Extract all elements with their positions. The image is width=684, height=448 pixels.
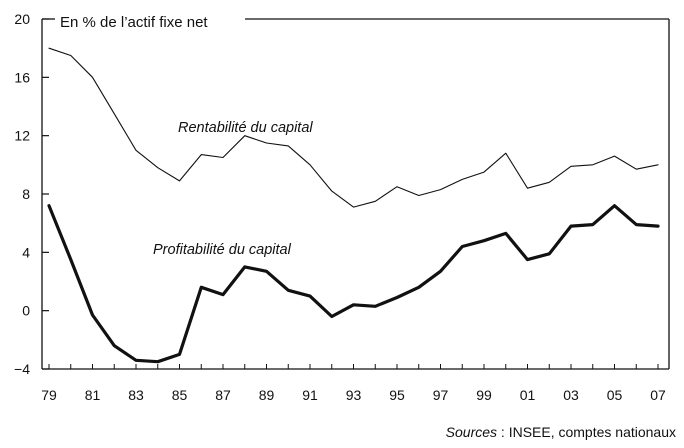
x-tick-label: 83: [128, 387, 144, 403]
y-tick-label: 16: [14, 69, 30, 85]
x-tick-label: 95: [389, 387, 405, 403]
series-line-profitabilite: [47, 204, 660, 364]
x-tick-label: 89: [259, 387, 275, 403]
x-tick-label: 01: [520, 387, 536, 403]
source-note: Sources : INSEE, comptes nationaux: [446, 424, 676, 440]
x-tick-label: 85: [172, 387, 188, 403]
x-tick-label: 99: [476, 387, 492, 403]
y-tick-label: 0: [22, 303, 30, 319]
y-tick-label: −4: [14, 361, 30, 377]
x-tick-label: 79: [41, 387, 57, 403]
y-tick-label: 4: [22, 244, 30, 260]
x-tick-label: 05: [607, 387, 623, 403]
source-text: INSEE, comptes nationaux: [508, 424, 676, 440]
y-tick-label: 12: [14, 128, 30, 144]
y-tick-label: 8: [22, 186, 30, 202]
source-separator: :: [497, 424, 509, 440]
series-label-profitabilite: Profitabilité du capital: [153, 242, 292, 258]
x-tick-label: 97: [433, 387, 449, 403]
x-tick-label: 87: [215, 387, 231, 403]
series-line-rentabilite: [48, 47, 659, 208]
x-tick-label: 03: [563, 387, 579, 403]
x-tick-label: 07: [650, 387, 666, 403]
y-tick-label: 20: [14, 11, 30, 27]
x-tick-label: 81: [85, 387, 101, 403]
x-tick-label: 93: [346, 387, 362, 403]
y-axis-label: En % de l’actif fixe net: [60, 14, 208, 31]
x-tick-label: 91: [302, 387, 318, 403]
series-label-rentabilite: Rentabilité du capital: [178, 120, 313, 136]
source-label: Sources: [445, 424, 498, 440]
